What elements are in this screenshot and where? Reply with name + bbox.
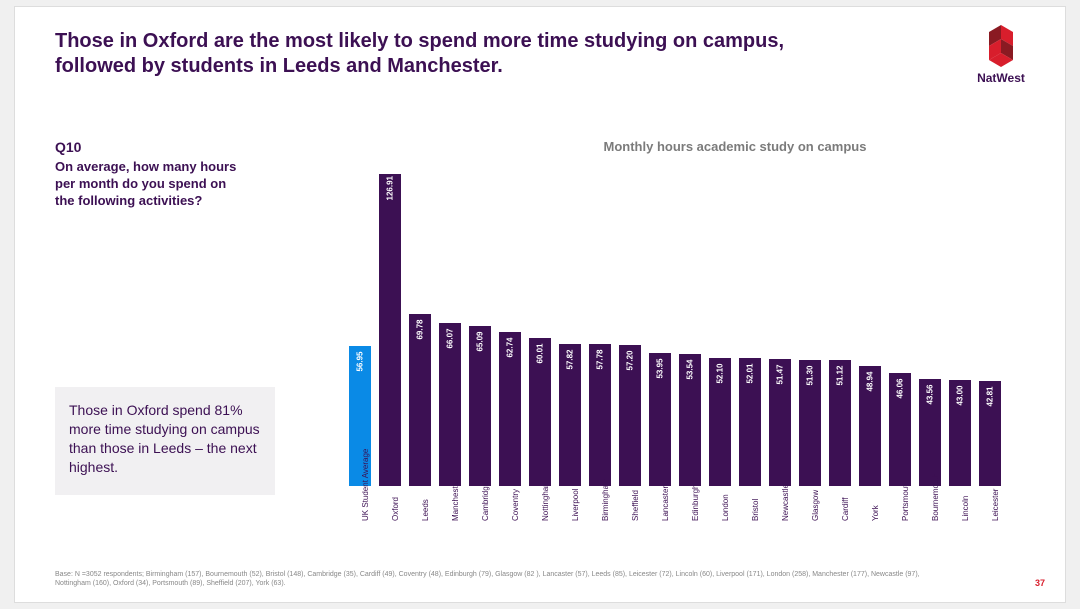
bar-category-label: London (721, 491, 730, 521)
slide: Those in Oxford are the most likely to s… (14, 6, 1066, 603)
bar-value-label: 52.01 (746, 362, 755, 384)
footnote: Base: N =3052 respondents; Birmingham (1… (55, 571, 955, 588)
bar-value-label: 48.94 (866, 370, 875, 392)
bar (379, 174, 401, 486)
bar-category-label: Lancaster (661, 491, 670, 521)
bar-value-label: 46.06 (896, 377, 905, 399)
bar-column: 52.01 (735, 166, 765, 486)
bar-value-label: 52.10 (716, 362, 725, 384)
bar-category-label: Sheffield (631, 491, 640, 521)
bar-category-label: UK Student Average (361, 491, 370, 521)
bar-value-label: 62.74 (506, 336, 515, 358)
bar-column: 43.00 (945, 166, 975, 486)
bar-column: 51.47 (765, 166, 795, 486)
bar-value-label: 43.00 (956, 385, 965, 407)
bar-column: 46.06 (885, 166, 915, 486)
bar-value-label: 53.95 (656, 358, 665, 380)
bar-category-label: Newcastle (781, 491, 790, 521)
bar-category-label: Bournemouth (931, 491, 940, 521)
bar-column: 52.10 (705, 166, 735, 486)
bar-category-label: Manchester (451, 491, 460, 521)
bar-value-label: 56.95 (356, 350, 365, 372)
bar-column: 57.20 (615, 166, 645, 486)
bar-column: 51.12 (825, 166, 855, 486)
bar-value-label: 57.78 (596, 348, 605, 370)
natwest-logo: NatWest (965, 21, 1037, 85)
bar-value-label: 51.12 (836, 365, 845, 387)
bar-value-label: 42.81 (986, 385, 995, 407)
bar-category-label: Glasgow (811, 491, 820, 521)
bar-column: 56.95 (345, 166, 375, 486)
bar-column: 126.91 (375, 166, 405, 486)
page-number: 37 (1035, 578, 1045, 588)
bar-column: 65.09 (465, 166, 495, 486)
bar-value-label: 69.78 (416, 319, 425, 341)
bar-column: 69.78 (405, 166, 435, 486)
bar-category-label: Bristol (751, 491, 760, 521)
bar-category-label: Leeds (421, 491, 430, 521)
bar-column: 53.54 (675, 166, 705, 486)
bar-category-label: Edinburgh (691, 491, 700, 521)
bar-value-label: 57.82 (566, 348, 575, 370)
bar-column: 48.94 (855, 166, 885, 486)
bar-column: 62.74 (495, 166, 525, 486)
chart-title: Monthly hours academic study on campus (535, 139, 935, 154)
bar-column: 43.56 (915, 166, 945, 486)
bar-category-label: Portsmouth (901, 491, 910, 521)
natwest-logo-icon (977, 21, 1025, 69)
bar-column: 51.30 (795, 166, 825, 486)
bar-value-label: 43.56 (926, 383, 935, 405)
bar-column: 42.81 (975, 166, 1005, 486)
chart-plot-area: 56.95 126.91 69.78 66.07 65.09 62.74 60.01 57.8… (315, 167, 1035, 487)
bar-column: 66.07 (435, 166, 465, 486)
bar-category-label: Oxford (391, 491, 400, 521)
bar-value-label: 51.30 (806, 364, 815, 386)
bar-category-label: Cardiff (841, 491, 850, 521)
bar-category-label: Cambridge (481, 491, 490, 521)
bar-column: 60.01 (525, 166, 555, 486)
bar-category-label: Birmingham (601, 491, 610, 521)
bar-category-label: York (871, 491, 880, 521)
natwest-logo-text: NatWest (965, 71, 1037, 85)
bar-value-label: 57.20 (626, 350, 635, 372)
bar-category-label: Coventry (511, 491, 520, 521)
bar-column: 53.95 (645, 166, 675, 486)
bar-category-label: Nottingham (541, 491, 550, 521)
bar-chart: 56.95 126.91 69.78 66.07 65.09 62.74 60.01 57.8… (315, 167, 1035, 547)
bar-column: 57.82 (555, 166, 585, 486)
slide-headline: Those in Oxford are the most likely to s… (55, 29, 855, 79)
bar-value-label: 60.01 (536, 343, 545, 365)
bar-value-label: 53.54 (686, 359, 695, 381)
bar-value-label: 51.47 (776, 364, 785, 386)
bar-value-label: 66.07 (446, 328, 455, 350)
question-number: Q10 (55, 139, 81, 155)
bar-category-label: Leicester (991, 491, 1000, 521)
bar-value-label: 126.91 (386, 178, 395, 200)
bar-category-label: Lincoln (961, 491, 970, 521)
question-text: On average, how many hours per month do … (55, 159, 245, 210)
callout-box: Those in Oxford spend 81% more time stud… (55, 387, 275, 495)
bar-value-label: 65.09 (476, 330, 485, 352)
bar-category-label: Liverpool (571, 491, 580, 521)
bar-column: 57.78 (585, 166, 615, 486)
